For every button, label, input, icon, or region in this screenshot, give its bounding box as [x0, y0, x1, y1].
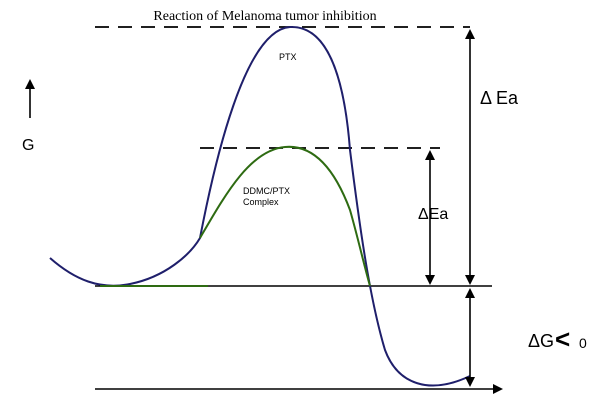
ptx-curve-label: PTX	[279, 52, 297, 62]
g-axis-label: G	[22, 137, 34, 154]
diagram-title: Reaction of Melanoma tumor inhibition	[153, 9, 376, 24]
delta-ea-small-label: ΔEa	[418, 206, 448, 223]
complex-curve-label-line1: DDMC/PTX	[243, 186, 290, 196]
delta-g-label: ΔG	[528, 331, 554, 351]
complex-curve-label-line2: Complex	[243, 197, 279, 207]
complex-energy-curve	[100, 145, 371, 287]
delta-g-value: 0	[579, 335, 587, 351]
delta-g-relation: <	[555, 324, 570, 354]
delta-ea-large-label: Δ Ea	[480, 88, 519, 108]
ptx-energy-curve	[49, 25, 471, 387]
